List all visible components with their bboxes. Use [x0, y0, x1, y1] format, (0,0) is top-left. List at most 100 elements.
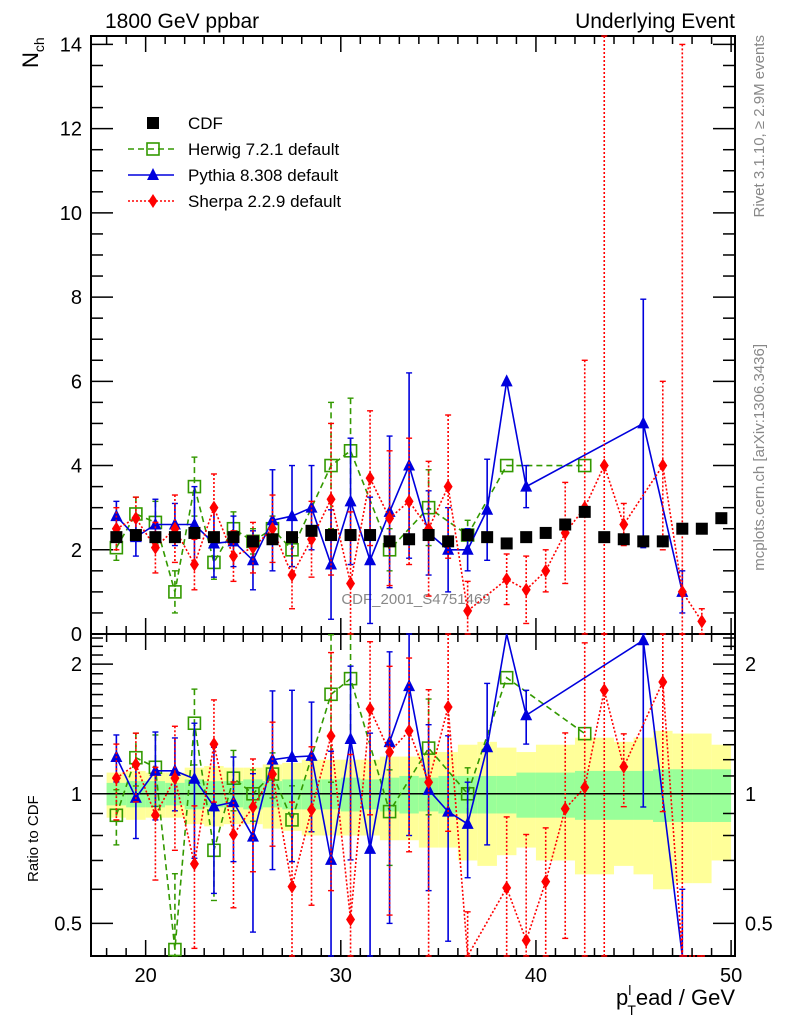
data-point — [344, 529, 357, 542]
data-point — [149, 531, 162, 544]
ratio-point — [443, 699, 453, 714]
data-point — [346, 576, 356, 591]
data-point — [168, 531, 181, 544]
data-point — [559, 518, 572, 531]
legend-item: Sherpa 2.2.9 default — [128, 192, 341, 211]
ratio-point — [111, 771, 121, 786]
ratio-point — [344, 731, 357, 744]
data-point — [521, 582, 531, 597]
ratio-point — [404, 723, 414, 738]
title-left: 1800 GeV ppbar — [105, 10, 259, 33]
ratio-point — [207, 799, 220, 812]
ratio-point — [307, 802, 317, 817]
data-point — [520, 531, 533, 544]
ratio-band-inner — [555, 772, 575, 818]
x-axis-label-sub: T — [627, 1002, 636, 1018]
legend-marker — [147, 117, 159, 129]
legend-label: Herwig 7.2.1 default — [188, 140, 339, 159]
ratio-point — [520, 708, 533, 721]
ratio-point — [248, 799, 258, 814]
y-tick-label: 12 — [60, 119, 82, 141]
ratio-point — [346, 912, 356, 927]
data-point — [403, 533, 416, 546]
ratio-band-inner — [496, 775, 517, 814]
y-axis-label-main: N — [18, 52, 43, 68]
ratio-point — [189, 856, 199, 871]
y-axis-label-sub: ch — [31, 37, 47, 52]
side-label-bottom: mcplots.cern.ch [arXiv:1306.3436] — [751, 344, 768, 571]
ratio-band-inner — [516, 772, 536, 818]
data-point — [131, 511, 141, 526]
series-line — [115, 681, 702, 959]
ratio-point — [365, 701, 375, 716]
data-point — [637, 416, 650, 429]
data-point — [481, 502, 494, 515]
data-point — [677, 584, 687, 599]
data-point — [619, 517, 629, 532]
data-point — [598, 531, 611, 544]
data-point — [442, 535, 455, 548]
x-tick-label: 30 — [330, 965, 352, 987]
ratio-point — [131, 757, 141, 772]
legend-item: Herwig 7.2.1 default — [128, 140, 339, 159]
data-point — [499, 458, 514, 473]
ratio-y-tick-label: 1 — [71, 784, 82, 806]
ratio-point — [481, 740, 494, 753]
data-point — [189, 557, 199, 572]
data-point — [227, 531, 240, 544]
ratio-point — [168, 763, 181, 776]
y-tick-label: 0 — [71, 624, 82, 646]
ratio-point — [170, 771, 180, 786]
data-point — [364, 529, 377, 542]
data-point — [110, 509, 123, 522]
legend-label: CDF — [188, 114, 223, 133]
ratio-point — [424, 775, 434, 790]
ratio-point — [383, 735, 396, 748]
y-tick-label: 8 — [71, 287, 82, 309]
legend: CDF Herwig 7.2.1 default Pythia 8.308 defa… — [128, 114, 341, 211]
data-point — [404, 494, 414, 509]
ratio-y-tick-label-right: 2 — [745, 654, 756, 676]
data-point — [500, 537, 513, 550]
series-line — [115, 381, 684, 593]
data-point — [656, 535, 669, 548]
x-tick-label: 20 — [135, 965, 157, 987]
data-point — [286, 509, 299, 522]
series-cdf — [110, 505, 728, 550]
ratio-point — [658, 674, 668, 689]
legend-marker — [147, 168, 159, 180]
data-point — [110, 531, 123, 544]
ratio-point — [188, 771, 201, 784]
data-point — [715, 512, 728, 525]
legend-label: Pythia 8.308 default — [188, 166, 339, 185]
ratio-point — [502, 880, 512, 895]
data-point — [403, 458, 416, 471]
svg-text:Nch: Nch — [18, 37, 47, 68]
data-point — [520, 479, 533, 492]
data-point — [676, 522, 689, 535]
data-point — [695, 522, 708, 535]
ratio-point — [560, 801, 570, 816]
data-point — [383, 535, 396, 548]
data-point — [500, 374, 513, 387]
ratio-point — [228, 827, 238, 842]
data-point — [326, 492, 336, 507]
ratio-point — [286, 749, 299, 762]
data-point — [578, 505, 591, 518]
ratio-point — [326, 729, 336, 744]
data-point — [461, 542, 474, 555]
data-point — [385, 511, 395, 526]
ratio-point — [580, 780, 590, 795]
x-axis-label: pl Tead / GeV — [616, 982, 735, 1018]
ratio-point — [403, 679, 416, 692]
series-line — [115, 633, 684, 957]
x-tick-label: 50 — [720, 965, 742, 987]
data-point — [422, 529, 435, 542]
y-tick-label: 2 — [71, 540, 82, 562]
data-point — [461, 529, 474, 542]
ratio-y-tick-label-right: 0.5 — [745, 913, 773, 935]
ratio-y-tick-label: 2 — [71, 654, 82, 676]
data-point — [697, 614, 707, 629]
